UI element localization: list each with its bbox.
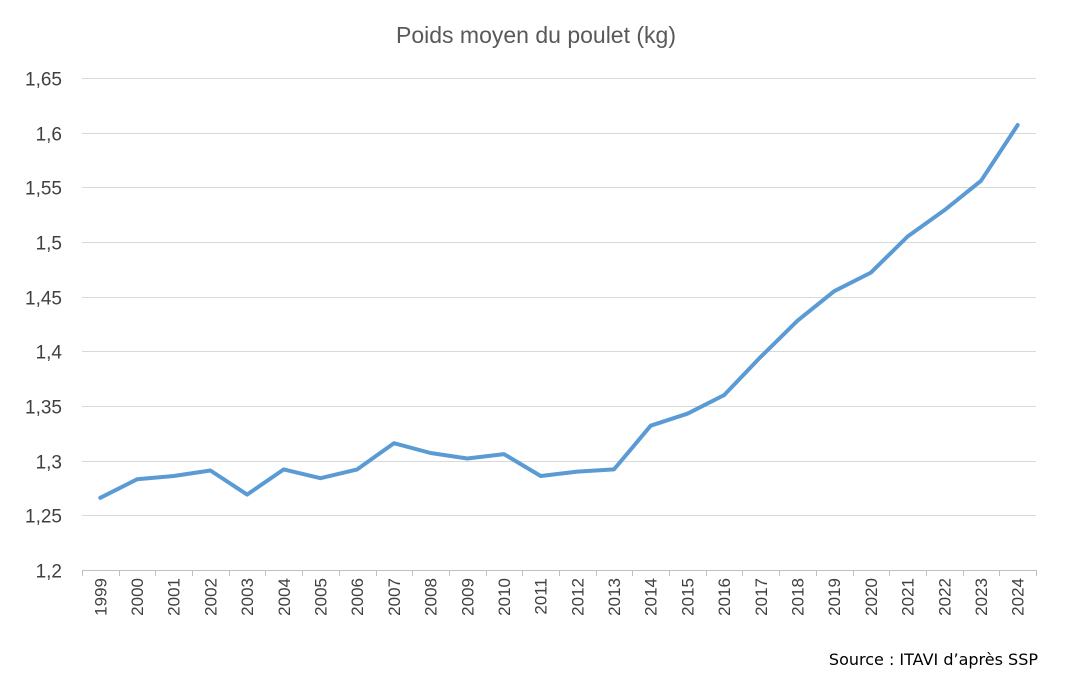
x-tick-label: 1999 bbox=[91, 578, 110, 616]
y-tick-label: 1,6 bbox=[36, 125, 62, 146]
data-point bbox=[539, 474, 543, 478]
x-tick-label: 2006 bbox=[348, 578, 367, 616]
x-tick-label: 2023 bbox=[972, 578, 991, 616]
data-point bbox=[796, 319, 800, 323]
data-point bbox=[575, 470, 579, 474]
x-tick-label: 2008 bbox=[422, 578, 441, 616]
x-tick-label: 2007 bbox=[385, 578, 404, 616]
x-tick-label: 2013 bbox=[605, 578, 624, 616]
x-tick-label: 2011 bbox=[532, 578, 551, 615]
x-tick-label: 2000 bbox=[128, 578, 147, 616]
x-tick-label: 2004 bbox=[275, 578, 294, 616]
y-tick-label: 1,5 bbox=[36, 234, 62, 255]
data-point bbox=[282, 467, 286, 471]
y-tick-label: 1,2 bbox=[36, 562, 62, 583]
data-point bbox=[502, 452, 506, 456]
chart-title: Poids moyen du poulet (kg) bbox=[396, 22, 676, 48]
x-tick-label: 2010 bbox=[495, 578, 514, 616]
data-point bbox=[208, 469, 212, 473]
series-line bbox=[98, 123, 1020, 500]
y-axis-ticks: 1,2 1,25 1,3 1,35 1,4 1,45 1,5 1,55 1,6 1,65 bbox=[25, 70, 62, 583]
data-point bbox=[465, 457, 469, 461]
x-axis-ticks: 1999 2000 2001 2002 2003 2004 2005 2006 2007 2008… bbox=[82, 570, 1037, 616]
series-layer bbox=[98, 123, 1020, 500]
x-tick-label: 2022 bbox=[935, 578, 954, 616]
y-tick-label: 1,35 bbox=[25, 398, 62, 419]
x-tick-label: 2009 bbox=[458, 578, 477, 616]
data-point bbox=[906, 235, 910, 239]
x-tick-label: 2001 bbox=[165, 578, 184, 616]
data-point bbox=[135, 477, 139, 481]
y-tick-label: 1,55 bbox=[25, 179, 62, 200]
data-point bbox=[1016, 123, 1020, 127]
data-point bbox=[722, 393, 726, 397]
gridlines bbox=[82, 78, 1036, 571]
x-tick-label: 2017 bbox=[752, 578, 771, 616]
data-point bbox=[979, 179, 983, 183]
data-point bbox=[319, 476, 323, 480]
data-point bbox=[392, 441, 396, 445]
y-tick-label: 1,45 bbox=[25, 289, 62, 310]
data-point bbox=[832, 289, 836, 293]
x-tick-label: 2021 bbox=[899, 578, 918, 616]
x-tick-label: 2015 bbox=[678, 578, 697, 616]
x-tick-label: 2019 bbox=[825, 578, 844, 616]
x-tick-label: 2012 bbox=[568, 578, 587, 616]
data-point bbox=[355, 467, 359, 471]
data-point bbox=[685, 412, 689, 416]
x-tick-label: 2005 bbox=[312, 578, 331, 616]
y-tick-label: 1,4 bbox=[36, 343, 63, 364]
y-tick-label: 1,65 bbox=[25, 70, 62, 91]
data-point bbox=[172, 474, 176, 478]
data-point bbox=[869, 271, 873, 275]
y-tick-label: 1,3 bbox=[36, 453, 62, 474]
y-tick-label: 1,25 bbox=[25, 507, 62, 528]
data-point bbox=[649, 424, 653, 428]
x-tick-label: 2003 bbox=[238, 578, 257, 616]
data-point bbox=[245, 493, 249, 497]
source-note: Source : ITAVI d’après SSP bbox=[828, 650, 1038, 669]
x-tick-label: 2002 bbox=[201, 578, 220, 616]
x-tick-label: 2018 bbox=[789, 578, 808, 616]
x-tick-label: 2020 bbox=[862, 578, 881, 616]
x-tick-label: 2014 bbox=[642, 578, 661, 616]
data-point bbox=[759, 355, 763, 359]
data-point bbox=[429, 451, 433, 455]
data-point bbox=[942, 208, 946, 212]
data-point bbox=[98, 496, 102, 500]
data-point bbox=[612, 467, 616, 471]
x-tick-label: 2024 bbox=[1009, 578, 1028, 616]
x-tick-label: 2016 bbox=[715, 578, 734, 616]
